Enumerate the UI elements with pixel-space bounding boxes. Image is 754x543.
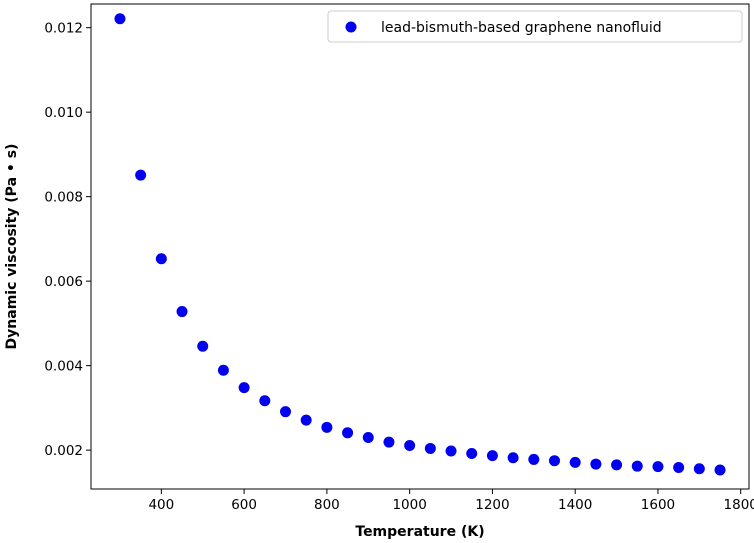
x-axis: 400 600 800 1000 1200 1400 1600 1800 <box>148 489 754 513</box>
data-point <box>507 452 519 464</box>
data-point <box>445 445 457 457</box>
legend-label: lead-bismuth-based graphene nanofluid <box>381 20 662 36</box>
data-point <box>135 169 147 181</box>
legend: lead-bismuth-based graphene nanofluid <box>327 10 743 43</box>
x-tick-label: 1400 <box>558 497 592 513</box>
data-point <box>362 431 374 443</box>
data-point <box>383 436 395 448</box>
data-point <box>321 421 333 433</box>
y-tick-label: 0.008 <box>44 190 83 206</box>
data-point <box>155 253 167 265</box>
data-point <box>197 340 209 352</box>
data-point <box>673 461 685 473</box>
data-point <box>714 464 726 476</box>
plot-frame <box>90 3 750 490</box>
x-tick-label: 800 <box>314 497 340 513</box>
x-tick-label: 600 <box>231 497 257 513</box>
data-point <box>259 395 271 407</box>
data-point <box>611 459 623 471</box>
data-point <box>404 439 416 451</box>
data-point <box>548 455 560 467</box>
data-point <box>238 382 250 394</box>
data-point <box>652 461 664 473</box>
y-axis: 0.002 0.004 0.006 0.008 0.010 0.012 <box>44 21 91 459</box>
y-tick-label: 0.006 <box>44 274 83 290</box>
data-point <box>693 463 705 475</box>
data-point <box>342 427 354 439</box>
data-point <box>424 442 436 454</box>
x-tick-label: 1000 <box>392 497 426 513</box>
legend-box <box>327 10 743 43</box>
data-point <box>528 453 540 465</box>
data-point <box>569 456 581 468</box>
y-tick-label: 0.012 <box>44 21 83 37</box>
y-axis-label: Dynamic viscosity (Pa • s) <box>4 144 20 350</box>
data-point <box>590 458 602 470</box>
x-tick-label: 1200 <box>475 497 509 513</box>
data-points <box>114 13 726 476</box>
y-tick-label: 0.002 <box>44 443 83 459</box>
data-point <box>466 448 478 460</box>
data-point <box>280 406 292 418</box>
data-point <box>176 306 188 318</box>
data-point <box>300 414 312 426</box>
x-axis-label: Temperature (K) <box>355 524 484 540</box>
data-point <box>114 13 126 25</box>
x-tick-label: 1600 <box>641 497 675 513</box>
legend-marker <box>345 21 357 33</box>
data-point <box>631 460 643 472</box>
y-tick-label: 0.004 <box>44 359 83 375</box>
y-tick-label: 0.010 <box>44 105 83 121</box>
data-point <box>486 450 498 462</box>
x-tick-label: 400 <box>148 497 174 513</box>
data-point <box>217 364 229 376</box>
x-tick-label: 1800 <box>724 497 754 513</box>
